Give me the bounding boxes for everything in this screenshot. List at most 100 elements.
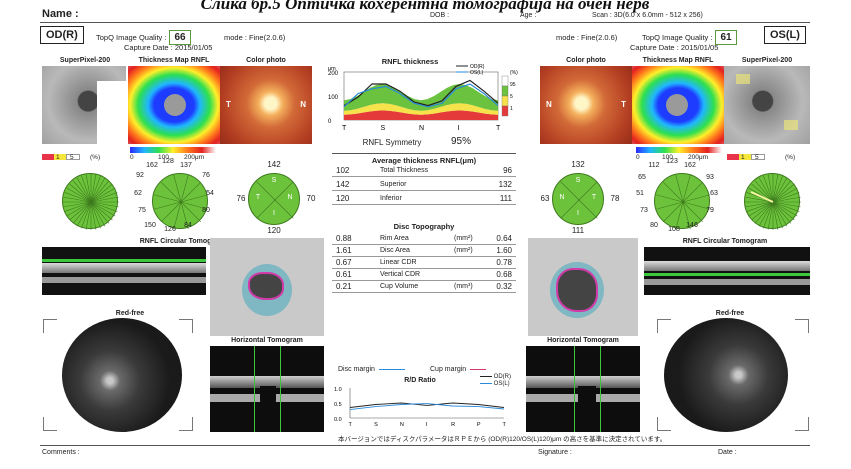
rd-legend-od: OD(R) — [493, 374, 512, 380]
disc-label: Disc Area — [380, 247, 410, 254]
avg-thickness-title: Average thickness RNFL(μm) — [371, 156, 477, 165]
sector-line — [763, 175, 774, 203]
sector-line — [274, 181, 294, 201]
os-sp-tick-1: 1 — [741, 154, 745, 161]
od-htomo-disc-margin-line — [254, 346, 255, 432]
sector-line — [90, 175, 101, 203]
avg-label: Superior — [380, 181, 407, 188]
od-thickness-disc — [164, 94, 186, 116]
os-htomo-disc-margin-line — [600, 346, 601, 432]
os-clock-val: 51 — [636, 190, 644, 197]
os-clock-val: 162 — [684, 162, 696, 169]
signature-label: Signature : — [538, 449, 572, 456]
rd-cup-margin-swatch — [470, 368, 487, 370]
sector-line — [90, 201, 113, 221]
sector-line — [772, 196, 801, 203]
rd-x-tick: R — [451, 422, 455, 428]
sector-line — [675, 174, 684, 203]
avg-od-value: 120 — [336, 194, 350, 203]
sector-line — [746, 201, 774, 212]
od-sp-tick-pct: (%) — [90, 154, 101, 161]
od-redfree-title: Red-free — [115, 310, 145, 317]
os-tomo-green-line — [644, 273, 810, 276]
disc-od-value: 0.21 — [336, 282, 352, 291]
disc-label: Vertical CDR — [380, 271, 421, 278]
od-clock-val: 126 — [164, 226, 176, 233]
rnfl-band-red — [344, 110, 498, 120]
sector-line — [772, 187, 798, 203]
os-color-photo-title: Color photo — [566, 57, 606, 64]
od-quad-nasal: 70 — [306, 194, 316, 203]
od-color-photo-image: T N — [220, 66, 312, 144]
od-tomo-green-line — [42, 259, 206, 262]
rd-os-line — [349, 403, 505, 411]
od-disc-topography-image — [210, 238, 324, 336]
os-photo-t-label: T — [621, 100, 626, 109]
os-tomo-rpe — [644, 279, 810, 285]
os-clock-val: 63 — [710, 190, 718, 197]
sector-line — [180, 194, 209, 203]
rnfl-unit-label: μm — [328, 66, 336, 72]
os-clock-val: 93 — [706, 174, 714, 181]
avg-table-top-rule — [332, 153, 516, 154]
scan-info: Scan : 3D(6.0 x 6.0mm - 512 x 256) — [592, 12, 703, 19]
rnfl-x-tick: T — [496, 125, 501, 132]
rnfl-pct-label: 5 — [510, 94, 513, 100]
os-quad-t-letter: T — [591, 194, 597, 201]
os-quad-n-letter: N — [559, 194, 565, 201]
os-tm-tick-0: 0 — [636, 154, 640, 161]
sector-line — [655, 201, 684, 210]
rnfl-x-tick: N — [419, 125, 424, 132]
sector-line — [160, 201, 182, 223]
od-clock-val: 76 — [202, 172, 210, 179]
rnfl-pct-swatch — [501, 95, 509, 107]
sector-line — [772, 175, 783, 203]
od-clock-lines — [153, 174, 209, 230]
od-quad-i-letter: I — [273, 210, 275, 217]
od-photo-n-label: N — [300, 100, 306, 109]
os-color-photo-image: N T — [540, 66, 632, 144]
od-clock-val: 75 — [138, 207, 146, 214]
disc-os-value: 0.68 — [496, 270, 512, 279]
sector-line — [772, 201, 798, 217]
od-quad-superior: 142 — [267, 160, 281, 169]
sector-line — [85, 201, 92, 230]
os-htomo-retina — [526, 376, 640, 388]
os-superpixel-colorbar — [727, 147, 767, 160]
os-redfree-title: Red-free — [715, 310, 745, 317]
os-capture-date: Capture Date : 2015/01/05 — [630, 43, 719, 52]
os-clock-hour-circle — [654, 173, 711, 230]
sector-line — [90, 187, 116, 203]
od-quad-temporal: 76 — [236, 194, 246, 203]
od-tm-tick-200: 200μm — [184, 154, 205, 161]
od-quality: TopQ Image Quality :66 — [96, 30, 191, 45]
os-quality-label: TopQ Image Quality : — [642, 33, 713, 42]
sector-line — [767, 174, 774, 203]
disc-unit: (mm³) — [454, 283, 473, 290]
sector-line — [90, 201, 118, 212]
os-htomo-disc-margin-line — [574, 346, 575, 432]
sector-line — [682, 201, 691, 230]
sector-line — [772, 201, 801, 208]
sector-line — [560, 181, 580, 201]
rnfl-thickness-chart: 200 100 0 μm T S N I T OD(R) OS(L) (%) 95 5 1 — [326, 64, 522, 136]
sector-line — [90, 201, 110, 224]
od-quality-value: 66 — [169, 30, 191, 45]
sector-line — [682, 181, 704, 203]
od-thickness-map-image — [128, 66, 220, 144]
od-superpixel-image — [42, 66, 126, 144]
avg-row: 142 Superior 132 — [332, 180, 516, 191]
rnfl-y-tick: 0 — [328, 119, 332, 125]
avg-label: Total Thickness — [380, 167, 429, 174]
od-mode: mode : Fine(2.0.6) — [224, 33, 286, 42]
od-circ-tomogram-title: RNFL Circular Tomogram — [139, 238, 225, 245]
rnfl-legend-label: OS(L) — [470, 70, 484, 76]
disc-row: 0.88 Rim Area (mm²) 0.64 — [332, 234, 516, 245]
sector-line — [772, 201, 788, 227]
os-clock-val: 146 — [686, 222, 698, 229]
rnfl-pct-swatch — [501, 85, 509, 97]
sector-line — [662, 201, 684, 223]
disc-os-value: 0.78 — [496, 258, 512, 267]
os-quality-value: 61 — [715, 30, 737, 45]
sector-line — [64, 201, 92, 212]
